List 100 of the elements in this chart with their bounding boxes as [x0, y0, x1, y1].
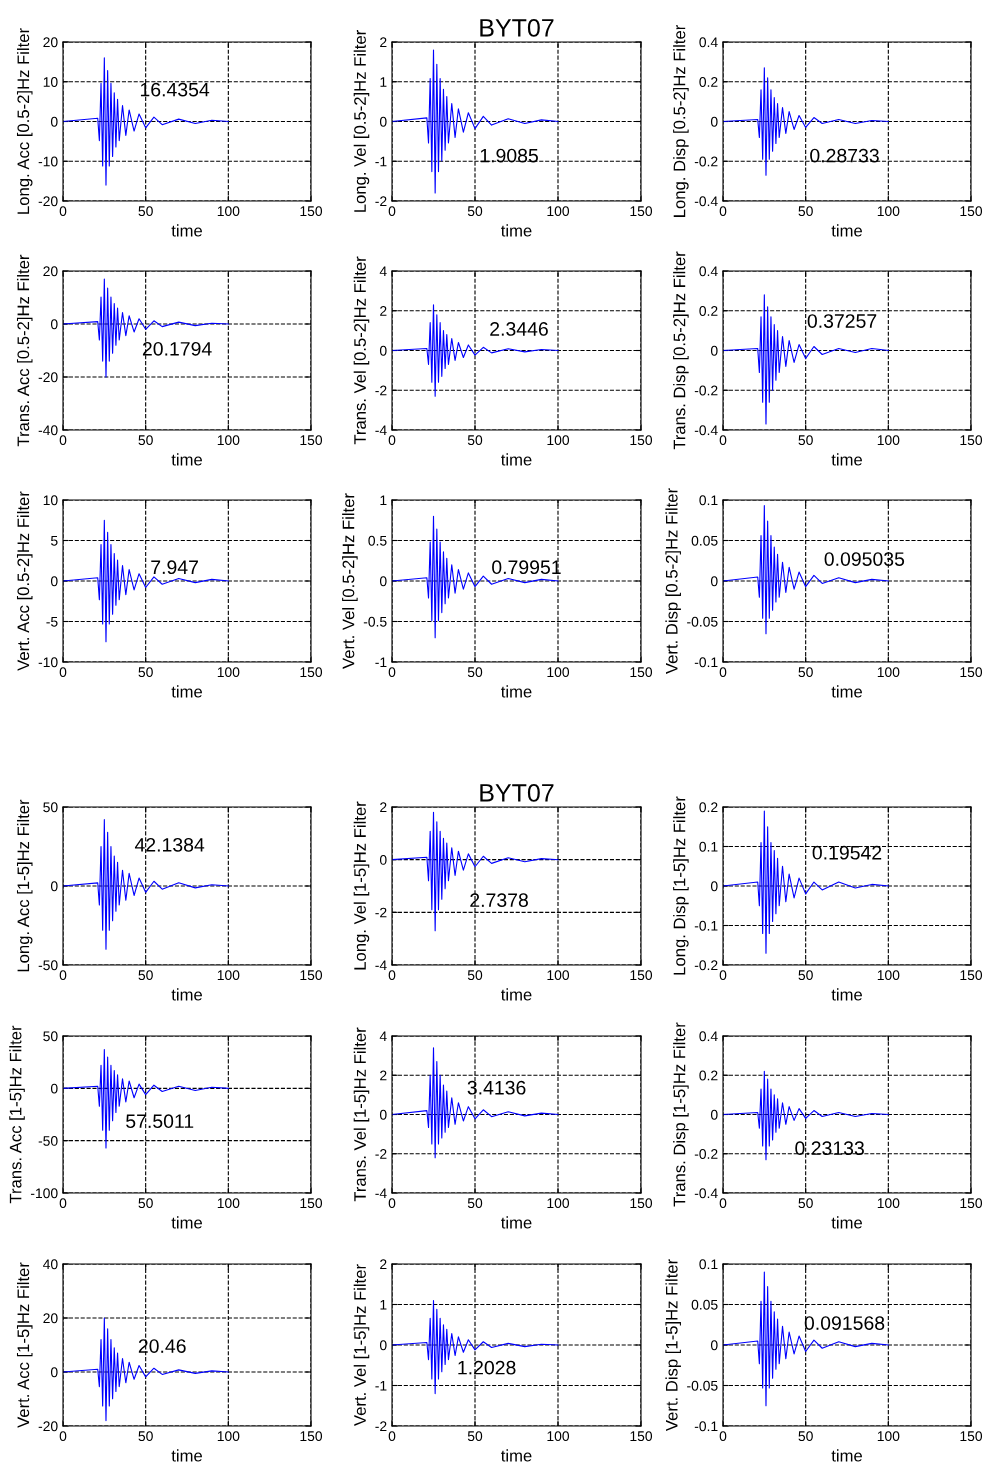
x-axis-title: time [831, 224, 862, 237]
y-tick-label: 2 [380, 1259, 387, 1270]
y-axis-title: Trans. Acc [1-5]Hz Filter [9, 1025, 25, 1204]
x-tick-label: 100 [217, 970, 240, 981]
annotation: 42.1384 [134, 837, 205, 852]
x-tick-label: 150 [960, 970, 983, 981]
x-tick-label: 150 [300, 435, 323, 446]
y-tick-label: 0.2 [699, 77, 718, 87]
y-tick-label: -0.4 [694, 1188, 718, 1199]
x-tick-label: 0 [59, 435, 67, 446]
y-tick-label: 2 [380, 37, 387, 48]
y-tick-label: 0.2 [699, 1070, 718, 1081]
y-tick-label: 0.2 [699, 306, 718, 316]
y-axis-title: Long. Acc [1-5]Hz Filter [16, 799, 33, 972]
line-series [63, 1049, 229, 1149]
y-tick-label: 10 [43, 495, 58, 506]
y-axis-title: Trans. Disp [0.5-2]Hz Filter [673, 251, 689, 450]
x-tick-label: 150 [630, 1198, 653, 1209]
x-tick-label: 100 [877, 667, 900, 678]
x-tick-label: 0 [719, 435, 727, 446]
y-tick-label: 0.1 [699, 841, 718, 852]
y-axis-title: Long. Acc [0.5-2]Hz Filter [16, 28, 33, 214]
x-axis-title: time [171, 988, 202, 1001]
x-tick-label: 100 [877, 206, 900, 217]
y-tick-label: -2 [375, 1421, 387, 1432]
y-tick-label: -4 [375, 425, 387, 436]
y-tick-label: 2 [380, 802, 387, 813]
y-axis-title: Long. Disp [1-5]Hz Filter [673, 796, 689, 975]
x-axis-title: time [501, 1449, 532, 1462]
annotation: 1.9085 [480, 148, 538, 163]
chart-title: BYT07 [480, 783, 554, 802]
x-tick-label: 100 [217, 1198, 240, 1209]
y-tick-label: -2 [375, 196, 387, 207]
x-tick-label: 150 [300, 1431, 323, 1442]
annotation: 20.1794 [142, 341, 212, 356]
x-tick-label: 150 [300, 206, 323, 217]
y-tick-label: -2 [375, 1149, 387, 1159]
x-tick-label: 50 [798, 435, 813, 446]
y-tick-label: 0 [379, 1340, 387, 1351]
y-tick-label: -0.05 [687, 616, 718, 627]
x-tick-label: 100 [877, 1431, 900, 1442]
y-tick-label: 0 [710, 1109, 718, 1120]
y-tick-label: -10 [38, 657, 58, 668]
x-tick-label: 100 [217, 206, 240, 217]
y-tick-label: -0.4 [694, 425, 718, 436]
x-tick-label: 150 [960, 206, 983, 217]
x-tick-label: 150 [630, 970, 653, 981]
y-tick-label: 0.4 [699, 266, 718, 277]
y-tick-label: -0.2 [694, 1149, 718, 1159]
x-tick-label: 100 [877, 970, 900, 981]
y-tick-label: -2 [375, 907, 387, 918]
x-tick-label: 150 [630, 667, 653, 678]
x-tick-label: 150 [300, 667, 323, 678]
y-tick-label: -1 [375, 657, 387, 668]
annotation: 57.5011 [126, 1114, 194, 1129]
annotation: 0.23133 [795, 1141, 864, 1156]
y-tick-label: 0.1 [699, 1259, 718, 1270]
x-tick-label: 100 [547, 1431, 570, 1442]
x-tick-label: 0 [59, 667, 67, 678]
y-tick-label: 0.4 [699, 1031, 718, 1042]
y-tick-label: 0 [379, 116, 387, 127]
y-tick-label: -20 [38, 372, 58, 383]
y-axis-title: Vert. Acc [0.5-2]Hz Filter [16, 491, 33, 671]
x-tick-label: 0 [388, 435, 396, 446]
x-axis-title: time [501, 453, 532, 466]
y-tick-label: -0.2 [694, 960, 718, 971]
y-tick-label: 5 [50, 535, 58, 546]
annotation: 3.4136 [467, 1080, 526, 1095]
x-tick-label: 150 [630, 206, 653, 217]
y-tick-label: -0.5 [363, 616, 387, 627]
y-tick-label: 2 [380, 1070, 387, 1081]
y-tick-label: 10 [43, 77, 58, 87]
x-tick-label: 50 [798, 970, 813, 981]
y-tick-label: 0 [710, 1340, 718, 1351]
y-tick-label: 1 [380, 495, 387, 506]
y-tick-label: -0.1 [694, 657, 718, 668]
x-tick-label: 50 [138, 1198, 153, 1209]
annotation: 0.091568 [804, 1316, 885, 1330]
line-series [723, 1271, 889, 1407]
x-tick-label: 0 [719, 970, 727, 981]
y-axis-title: Long. Vel [1-5]Hz Filter [353, 801, 370, 970]
x-tick-label: 50 [138, 435, 153, 446]
x-tick-label: 100 [217, 1431, 240, 1442]
y-tick-label: 1 [380, 77, 387, 87]
y-tick-label: 20 [43, 266, 58, 277]
x-axis-title: time [171, 224, 202, 237]
y-tick-label: -5 [46, 616, 58, 627]
x-tick-label: 0 [59, 1198, 67, 1209]
x-tick-label: 150 [960, 1198, 983, 1209]
line-series [723, 67, 889, 176]
y-axis-title: Trans. Vel [1-5]Hz Filter [353, 1027, 370, 1202]
x-tick-label: 0 [59, 1431, 67, 1442]
annotation: 7.947 [151, 560, 198, 575]
line-series [392, 811, 559, 932]
x-tick-label: 0 [59, 206, 67, 217]
x-tick-label: 50 [467, 1431, 483, 1442]
annotation: 2.7378 [470, 893, 528, 908]
x-axis-title: time [831, 1216, 862, 1229]
x-tick-label: 50 [467, 970, 483, 981]
x-tick-label: 50 [467, 667, 483, 678]
